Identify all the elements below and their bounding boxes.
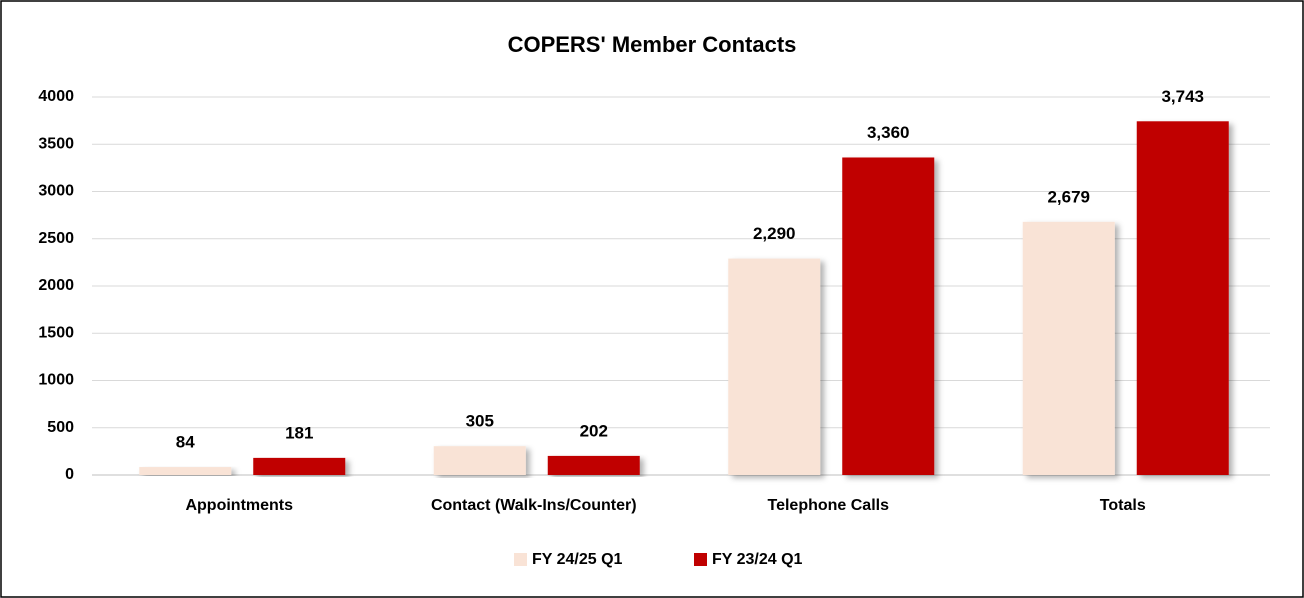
- data-label: 84: [176, 433, 195, 452]
- bar: [1136, 121, 1229, 475]
- bar: [253, 457, 346, 475]
- legend-swatch: [514, 553, 527, 566]
- bar: [1022, 221, 1115, 475]
- y-tick-label: 4000: [38, 88, 74, 105]
- bar: [728, 258, 821, 475]
- x-tick-label: Appointments: [185, 497, 293, 514]
- x-tick-label: Telephone Calls: [767, 497, 889, 514]
- y-tick-label: 0: [65, 466, 74, 483]
- legend-label: FY 23/24 Q1: [712, 551, 803, 568]
- data-label: 305: [466, 412, 494, 431]
- data-label: 2,679: [1047, 187, 1090, 206]
- data-label: 2,290: [753, 224, 796, 243]
- y-tick-label: 2500: [38, 230, 74, 247]
- y-tick-label: 3500: [38, 135, 74, 152]
- data-label: 3,360: [867, 123, 910, 142]
- bar: [433, 446, 526, 475]
- data-label: 181: [285, 423, 313, 442]
- x-tick-label: Contact (Walk-Ins/Counter): [431, 497, 637, 514]
- y-tick-label: 1000: [38, 372, 74, 389]
- y-tick-label: 2000: [38, 277, 74, 294]
- bar: [139, 467, 232, 475]
- legend-label: FY 24/25 Q1: [532, 551, 623, 568]
- y-tick-label: 1500: [38, 324, 74, 341]
- x-tick-label: Totals: [1100, 497, 1146, 514]
- bar: [842, 157, 935, 476]
- data-label: 202: [580, 421, 608, 440]
- legend-swatch: [694, 553, 707, 566]
- y-tick-label: 500: [47, 419, 74, 436]
- bar: [547, 455, 640, 475]
- data-label: 3,743: [1161, 87, 1204, 106]
- chart-title: COPERS' Member Contacts: [508, 32, 797, 57]
- y-tick-label: 3000: [38, 183, 74, 200]
